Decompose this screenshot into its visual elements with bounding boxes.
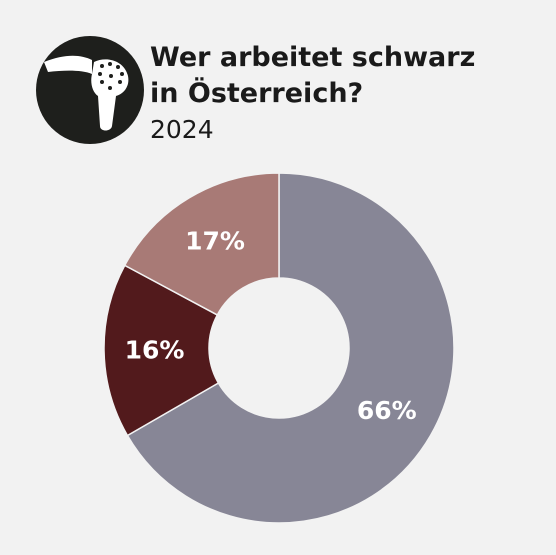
donut-slice-1 (103, 264, 220, 437)
donut-slice-2 (123, 172, 280, 316)
shower-head-icon (36, 36, 144, 144)
donut-slices (103, 172, 455, 524)
donut-labels: 66% 16% 17% (125, 227, 417, 425)
donut-slice-label-0: 66% (357, 396, 417, 425)
chart-title-line-1: Wer arbeitet schwarz (150, 42, 476, 73)
donut-slice-label-2: 17% (185, 227, 245, 256)
donut-slice-label-1: 16% (125, 335, 185, 364)
chart-subtitle: 2024 (150, 115, 214, 144)
chart-header: Wer arbeitet schwarz in Österreich? 2024 (0, 0, 556, 160)
chart-title: Wer arbeitet schwarz in Österreich? (150, 40, 475, 112)
donut-slice-0 (126, 172, 455, 524)
chart-title-line-2: in Österreich? (150, 78, 364, 109)
